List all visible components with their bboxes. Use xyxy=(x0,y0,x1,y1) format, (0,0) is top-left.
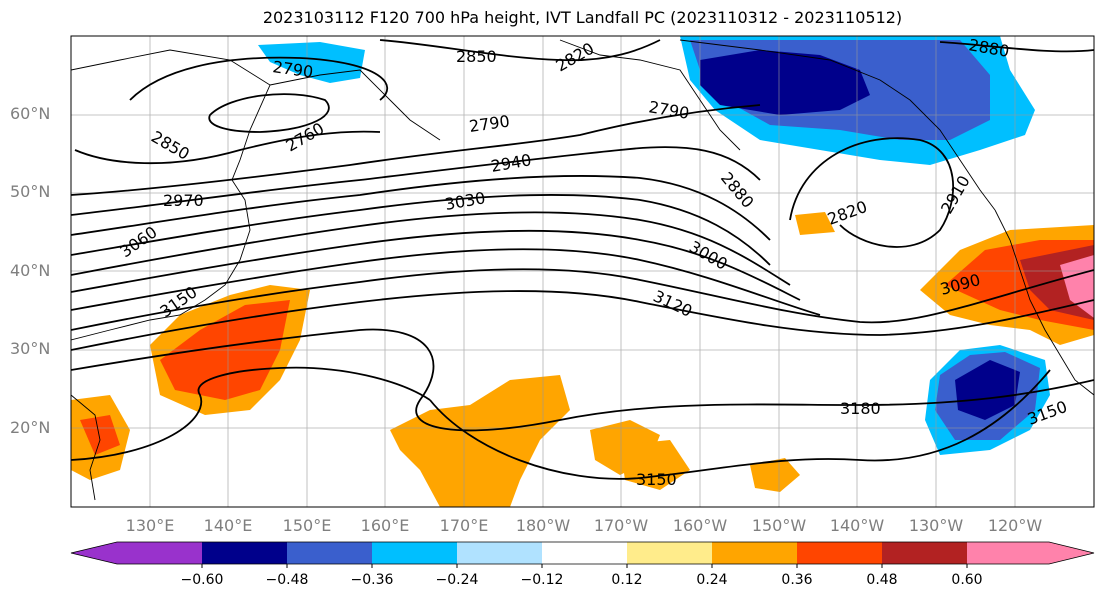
colorbar-tick-label: −0.48 xyxy=(265,572,309,588)
contour-2880-ne xyxy=(939,41,1094,53)
contour-3030 xyxy=(71,229,801,301)
map-title: 2023103112 F120 700 hPa height, IVT Land… xyxy=(262,8,903,27)
lon-label: 130°E xyxy=(125,516,175,535)
lon-label: 180°W xyxy=(515,516,571,535)
contour-2880-main xyxy=(71,104,761,196)
colorbar-bin xyxy=(202,542,287,564)
ivt-region-red-philippines xyxy=(80,415,120,455)
ivt-region-navy-baja xyxy=(955,360,1020,420)
colorbar-bin xyxy=(542,542,627,564)
colorbar-tick-label: 0.36 xyxy=(781,572,813,588)
colorbar-extend-low xyxy=(71,542,117,564)
colorbar-tick-label: 0.24 xyxy=(696,572,728,588)
lat-label: 60°N xyxy=(10,104,51,123)
contour-2970 xyxy=(71,194,771,266)
lon-label: 140°E xyxy=(203,516,253,535)
colorbar-bin xyxy=(712,542,797,564)
contour-2820-low xyxy=(789,137,955,248)
contour-3090 xyxy=(71,268,1094,331)
colorbar-tick-label: −0.60 xyxy=(180,572,224,588)
lon-label: 150°E xyxy=(282,516,332,535)
lon-label: 140°W xyxy=(829,516,885,535)
colorbar-bin xyxy=(967,542,1049,564)
colorbar xyxy=(70,541,1095,568)
lon-label: 170°W xyxy=(593,516,649,535)
colorbar-tick-label: −0.24 xyxy=(435,572,479,588)
contour-2850-west xyxy=(74,130,381,165)
ivt-region-navy-alaska xyxy=(700,50,870,115)
contour-3150-west xyxy=(71,366,431,461)
ivt-region-orange-patch-c xyxy=(750,458,800,492)
lon-label: 150°W xyxy=(751,516,807,535)
colorbar-extend-high xyxy=(1049,542,1094,564)
map-border xyxy=(70,35,1095,508)
contour-2910 xyxy=(71,146,761,216)
lon-label: 130°W xyxy=(908,516,964,535)
contour-label: 2850 xyxy=(456,47,497,66)
contour-label: 3180 xyxy=(840,399,881,418)
colorbar-bin xyxy=(882,542,967,564)
contour-2940 xyxy=(71,175,771,241)
contour-3060 xyxy=(71,248,821,316)
contour-2850-north xyxy=(379,39,661,62)
colorbar-outline xyxy=(70,541,1095,565)
colorbar-bin xyxy=(117,542,202,564)
colorbar-bin xyxy=(457,542,542,564)
contour-2790-west xyxy=(129,56,389,101)
colorbar-bin xyxy=(627,542,712,564)
coastlines xyxy=(71,39,1094,501)
lon-label: 160°E xyxy=(360,516,410,535)
colorbar-bin xyxy=(372,542,457,564)
colorbar-bin xyxy=(287,542,372,564)
colorbar-tick-label: 0.12 xyxy=(611,572,643,588)
colorbar-bin xyxy=(797,542,882,564)
lon-label: 170°E xyxy=(439,516,489,535)
lat-label: 40°N xyxy=(10,261,51,280)
contour-3000 xyxy=(71,211,791,286)
lat-label: 50°N xyxy=(10,182,51,201)
colorbar-tick-label: 0.48 xyxy=(866,572,898,588)
contour-3150-east xyxy=(429,369,1051,480)
ivt-region-orange-patch-d xyxy=(795,212,835,235)
contour-3120 xyxy=(71,290,1094,351)
colorbar-tick-label: −0.36 xyxy=(350,572,394,588)
colorbar-tick-label: 0.60 xyxy=(951,572,983,588)
contour-label: 2970 xyxy=(163,191,204,210)
height-contours xyxy=(71,39,1094,480)
colorbar-tick-label: −0.12 xyxy=(520,572,564,588)
contour-2760 xyxy=(208,93,330,133)
lon-label: 160°W xyxy=(672,516,728,535)
lat-label: 20°N xyxy=(10,418,51,437)
lon-label: 120°W xyxy=(987,516,1043,535)
contour-label: 3150 xyxy=(636,470,677,489)
lat-label: 30°N xyxy=(10,339,51,358)
